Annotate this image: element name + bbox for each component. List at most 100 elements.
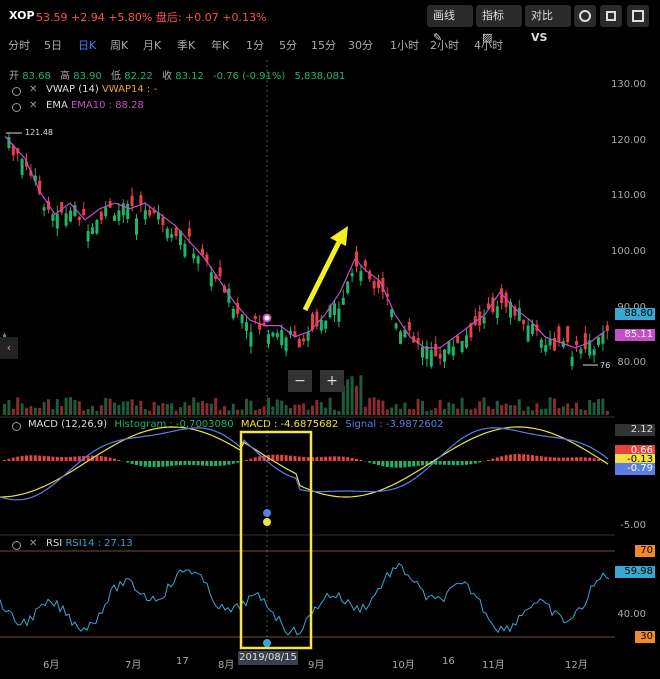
ema-close-icon[interactable]: ✕ — [29, 100, 38, 111]
tab-6[interactable]: 年K — [211, 39, 230, 52]
candle-body — [214, 274, 218, 279]
candle-body — [174, 227, 178, 237]
volume-bar — [399, 408, 402, 415]
fullscreen-button[interactable] — [627, 5, 649, 27]
volume-bar — [183, 402, 187, 415]
macd-histogram-bar — [548, 457, 552, 461]
tab-11[interactable]: 1小时 — [390, 39, 419, 52]
volume-bar — [535, 403, 539, 415]
volume-bar — [104, 397, 108, 415]
tab-1[interactable]: 5日 — [44, 39, 62, 52]
volume-bar — [513, 405, 517, 415]
candle-body — [196, 256, 200, 264]
ohlc-readout: 开 83.68 高 83.90 低 82.22 收 83.12 -0.76 (-… — [9, 67, 345, 82]
ticker-symbol[interactable]: XOP — [9, 9, 35, 22]
tab-13[interactable]: 4小时 — [474, 39, 503, 52]
tab-4[interactable]: 月K — [143, 39, 162, 52]
volume-bar — [412, 409, 416, 415]
volume-bar — [526, 406, 530, 415]
vwap-settings-icon[interactable] — [12, 87, 21, 96]
candle-body — [421, 346, 424, 358]
candle-body — [394, 323, 398, 329]
candle-body — [25, 161, 28, 167]
volume-bar — [478, 401, 482, 415]
compare-vs-badge: VS — [531, 31, 548, 44]
candle-body — [526, 325, 530, 342]
tab-5[interactable]: 季K — [177, 39, 196, 52]
settings-button[interactable] — [574, 5, 596, 27]
highlight-box — [239, 430, 313, 650]
tab-3[interactable]: 周K — [110, 39, 129, 52]
month-label: 7月 — [125, 660, 142, 671]
macd-histogram-bar — [205, 461, 209, 466]
macd-histogram-bar — [86, 455, 90, 461]
candle-body — [566, 326, 570, 343]
candle-body — [284, 337, 288, 352]
zoom-out-button[interactable]: − — [288, 370, 312, 392]
candle-body — [271, 332, 275, 337]
tab-0[interactable]: 分时 — [8, 39, 30, 52]
macd-histogram-bar — [447, 461, 451, 465]
tab-10[interactable]: 30分 — [348, 39, 373, 52]
candle-body — [513, 306, 517, 316]
volume-bar — [165, 403, 169, 415]
tab-12[interactable]: 2小时 — [430, 39, 459, 52]
rsi-legend: RSI RSI14 : 27.13 — [46, 538, 133, 549]
price-tag-vwap: 88.80 — [615, 308, 655, 320]
volume-bar — [271, 406, 275, 415]
volume-bar — [161, 403, 165, 415]
volume-bar — [86, 408, 90, 415]
ema-settings-icon[interactable] — [12, 103, 21, 112]
layout-button[interactable] — [600, 5, 622, 27]
volume-bar — [333, 409, 336, 415]
vwap-name: VWAP (14) — [46, 84, 99, 95]
volume-bar — [7, 400, 11, 415]
rsi-tag-70: 70 — [635, 545, 655, 557]
macd-histogram-bar — [33, 455, 37, 461]
candle-body — [377, 280, 380, 289]
macd-histogram-bar — [236, 461, 240, 463]
tab-2[interactable]: 日K — [78, 39, 97, 52]
macd-axis-bottom: -5.00 — [620, 520, 646, 531]
macd-settings-icon[interactable] — [12, 422, 21, 431]
macd-histogram-bar — [456, 461, 460, 466]
rsi-close-icon[interactable]: ✕ — [29, 538, 38, 549]
scroll-left-button[interactable]: ‹ — [0, 337, 18, 359]
indicator-button[interactable]: 指标 ▨ — [476, 5, 522, 44]
macd-histogram-bar — [249, 458, 253, 461]
macd-histogram-bar — [275, 454, 279, 461]
vwap-close-icon[interactable]: ✕ — [29, 84, 38, 95]
candle-body — [385, 293, 389, 297]
macd-histogram-bar — [346, 457, 350, 461]
macd-histogram-bar — [443, 461, 446, 465]
compare-button[interactable]: 对比 VS — [525, 5, 571, 44]
macd-histogram-bar — [143, 461, 147, 467]
candle-body — [434, 344, 438, 357]
candle-body — [157, 212, 160, 220]
tab-8[interactable]: 5分 — [279, 39, 297, 52]
macd-histogram-bar — [434, 461, 438, 465]
draw-button[interactable]: 画线 ✎ — [427, 5, 473, 44]
candle-body — [55, 213, 59, 229]
volume-bar — [51, 409, 55, 415]
candle-body — [42, 207, 46, 211]
tab-7[interactable]: 1分 — [246, 39, 264, 52]
candle-body — [447, 341, 451, 354]
price-axis-100: 100.00 — [611, 246, 646, 257]
annotation-arrow-head — [330, 226, 348, 246]
candle-body — [135, 218, 138, 235]
candle-body — [38, 180, 42, 195]
macd-histogram-bar — [284, 455, 288, 461]
rsi-settings-icon[interactable] — [12, 541, 21, 550]
macd-histogram-bar — [209, 461, 213, 466]
rsi-name: RSI — [46, 538, 63, 549]
macd-histogram-bar — [385, 461, 389, 467]
square-icon — [606, 11, 616, 21]
candle-body — [575, 340, 578, 346]
zoom-in-button[interactable]: + — [320, 370, 344, 392]
tab-9[interactable]: 15分 — [311, 39, 336, 52]
macd-histogram-bar — [341, 456, 345, 461]
chart-icon: ▨ — [482, 31, 493, 44]
volume-bar — [174, 410, 178, 415]
